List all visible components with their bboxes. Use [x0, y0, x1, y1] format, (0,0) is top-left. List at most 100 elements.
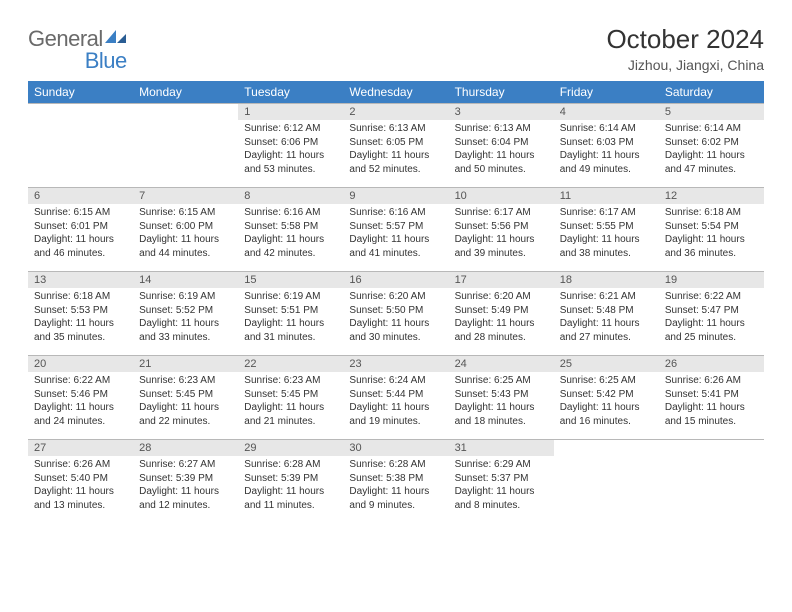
- sunset-line: Sunset: 5:47 PM: [665, 304, 758, 318]
- sunrise-line: Sunrise: 6:25 AM: [455, 374, 548, 388]
- day-header: Monday: [133, 81, 238, 104]
- calendar-day-cell: 8Sunrise: 6:16 AMSunset: 5:58 PMDaylight…: [238, 188, 343, 272]
- daylight-line: Daylight: 11 hours and 13 minutes.: [34, 485, 127, 512]
- calendar-week-row: 27Sunrise: 6:26 AMSunset: 5:40 PMDayligh…: [28, 440, 764, 524]
- day-number: 22: [238, 356, 343, 372]
- day-number: 16: [343, 272, 448, 288]
- daylight-line: Daylight: 11 hours and 18 minutes.: [455, 401, 548, 428]
- calendar-day-cell: 5Sunrise: 6:14 AMSunset: 6:02 PMDaylight…: [659, 104, 764, 188]
- sunset-line: Sunset: 5:50 PM: [349, 304, 442, 318]
- day-details: Sunrise: 6:23 AMSunset: 5:45 PMDaylight:…: [133, 372, 238, 432]
- calendar-empty-cell: [554, 440, 659, 524]
- sunrise-line: Sunrise: 6:16 AM: [349, 206, 442, 220]
- calendar-day-cell: 9Sunrise: 6:16 AMSunset: 5:57 PMDaylight…: [343, 188, 448, 272]
- day-details: Sunrise: 6:25 AMSunset: 5:43 PMDaylight:…: [449, 372, 554, 432]
- day-number: 6: [28, 188, 133, 204]
- day-details: Sunrise: 6:27 AMSunset: 5:39 PMDaylight:…: [133, 456, 238, 516]
- calendar-day-cell: 10Sunrise: 6:17 AMSunset: 5:56 PMDayligh…: [449, 188, 554, 272]
- day-number: 25: [554, 356, 659, 372]
- day-details: Sunrise: 6:17 AMSunset: 5:55 PMDaylight:…: [554, 204, 659, 264]
- logo: GeneralBlue: [28, 24, 127, 72]
- sunrise-line: Sunrise: 6:19 AM: [139, 290, 232, 304]
- day-header: Saturday: [659, 81, 764, 104]
- sunrise-line: Sunrise: 6:22 AM: [34, 374, 127, 388]
- calendar-day-cell: 25Sunrise: 6:25 AMSunset: 5:42 PMDayligh…: [554, 356, 659, 440]
- daylight-line: Daylight: 11 hours and 46 minutes.: [34, 233, 127, 260]
- calendar-day-cell: 31Sunrise: 6:29 AMSunset: 5:37 PMDayligh…: [449, 440, 554, 524]
- day-details: Sunrise: 6:25 AMSunset: 5:42 PMDaylight:…: [554, 372, 659, 432]
- daylight-line: Daylight: 11 hours and 21 minutes.: [244, 401, 337, 428]
- day-number: 18: [554, 272, 659, 288]
- sunrise-line: Sunrise: 6:23 AM: [244, 374, 337, 388]
- calendar-week-row: 20Sunrise: 6:22 AMSunset: 5:46 PMDayligh…: [28, 356, 764, 440]
- calendar-day-cell: 30Sunrise: 6:28 AMSunset: 5:38 PMDayligh…: [343, 440, 448, 524]
- daylight-line: Daylight: 11 hours and 27 minutes.: [560, 317, 653, 344]
- sunset-line: Sunset: 5:56 PM: [455, 220, 548, 234]
- sunrise-line: Sunrise: 6:15 AM: [34, 206, 127, 220]
- logo-text-blue: Blue: [85, 48, 127, 73]
- day-details: Sunrise: 6:16 AMSunset: 5:57 PMDaylight:…: [343, 204, 448, 264]
- calendar-day-cell: 28Sunrise: 6:27 AMSunset: 5:39 PMDayligh…: [133, 440, 238, 524]
- day-details: Sunrise: 6:18 AMSunset: 5:54 PMDaylight:…: [659, 204, 764, 264]
- daylight-line: Daylight: 11 hours and 24 minutes.: [34, 401, 127, 428]
- sunset-line: Sunset: 6:04 PM: [455, 136, 548, 150]
- day-details: Sunrise: 6:13 AMSunset: 6:04 PMDaylight:…: [449, 120, 554, 180]
- day-number: 11: [554, 188, 659, 204]
- calendar-empty-cell: [28, 104, 133, 188]
- sunset-line: Sunset: 5:51 PM: [244, 304, 337, 318]
- day-number: 15: [238, 272, 343, 288]
- daylight-line: Daylight: 11 hours and 53 minutes.: [244, 149, 337, 176]
- sunrise-line: Sunrise: 6:29 AM: [455, 458, 548, 472]
- sunset-line: Sunset: 5:48 PM: [560, 304, 653, 318]
- calendar-body: 1Sunrise: 6:12 AMSunset: 6:06 PMDaylight…: [28, 104, 764, 524]
- sunrise-line: Sunrise: 6:23 AM: [139, 374, 232, 388]
- daylight-line: Daylight: 11 hours and 33 minutes.: [139, 317, 232, 344]
- sunset-line: Sunset: 5:42 PM: [560, 388, 653, 402]
- calendar-day-cell: 19Sunrise: 6:22 AMSunset: 5:47 PMDayligh…: [659, 272, 764, 356]
- sunset-line: Sunset: 5:44 PM: [349, 388, 442, 402]
- calendar-day-cell: 1Sunrise: 6:12 AMSunset: 6:06 PMDaylight…: [238, 104, 343, 188]
- sunrise-line: Sunrise: 6:12 AM: [244, 122, 337, 136]
- daylight-line: Daylight: 11 hours and 41 minutes.: [349, 233, 442, 260]
- sunrise-line: Sunrise: 6:20 AM: [455, 290, 548, 304]
- calendar-day-cell: 13Sunrise: 6:18 AMSunset: 5:53 PMDayligh…: [28, 272, 133, 356]
- day-details: Sunrise: 6:13 AMSunset: 6:05 PMDaylight:…: [343, 120, 448, 180]
- day-number: 30: [343, 440, 448, 456]
- sunrise-line: Sunrise: 6:27 AM: [139, 458, 232, 472]
- day-number: 13: [28, 272, 133, 288]
- sunrise-line: Sunrise: 6:19 AM: [244, 290, 337, 304]
- day-number: 8: [238, 188, 343, 204]
- sunset-line: Sunset: 5:49 PM: [455, 304, 548, 318]
- calendar-day-cell: 23Sunrise: 6:24 AMSunset: 5:44 PMDayligh…: [343, 356, 448, 440]
- sunset-line: Sunset: 6:02 PM: [665, 136, 758, 150]
- daylight-line: Daylight: 11 hours and 15 minutes.: [665, 401, 758, 428]
- daylight-line: Daylight: 11 hours and 52 minutes.: [349, 149, 442, 176]
- sunset-line: Sunset: 5:39 PM: [244, 472, 337, 486]
- day-number: 7: [133, 188, 238, 204]
- day-details: Sunrise: 6:16 AMSunset: 5:58 PMDaylight:…: [238, 204, 343, 264]
- title-block: October 2024 Jizhou, Jiangxi, China: [606, 24, 764, 73]
- sunset-line: Sunset: 5:58 PM: [244, 220, 337, 234]
- calendar-day-cell: 6Sunrise: 6:15 AMSunset: 6:01 PMDaylight…: [28, 188, 133, 272]
- daylight-line: Daylight: 11 hours and 39 minutes.: [455, 233, 548, 260]
- day-details: Sunrise: 6:19 AMSunset: 5:52 PMDaylight:…: [133, 288, 238, 348]
- sunset-line: Sunset: 5:57 PM: [349, 220, 442, 234]
- day-header: Thursday: [449, 81, 554, 104]
- calendar-day-cell: 17Sunrise: 6:20 AMSunset: 5:49 PMDayligh…: [449, 272, 554, 356]
- calendar-day-cell: 27Sunrise: 6:26 AMSunset: 5:40 PMDayligh…: [28, 440, 133, 524]
- calendar-day-cell: 21Sunrise: 6:23 AMSunset: 5:45 PMDayligh…: [133, 356, 238, 440]
- month-title: October 2024: [606, 24, 764, 55]
- day-number: 20: [28, 356, 133, 372]
- calendar-week-row: 6Sunrise: 6:15 AMSunset: 6:01 PMDaylight…: [28, 188, 764, 272]
- calendar-day-cell: 22Sunrise: 6:23 AMSunset: 5:45 PMDayligh…: [238, 356, 343, 440]
- daylight-line: Daylight: 11 hours and 25 minutes.: [665, 317, 758, 344]
- sunrise-line: Sunrise: 6:28 AM: [244, 458, 337, 472]
- day-header-row: SundayMondayTuesdayWednesdayThursdayFrid…: [28, 81, 764, 104]
- day-details: Sunrise: 6:14 AMSunset: 6:02 PMDaylight:…: [659, 120, 764, 180]
- daylight-line: Daylight: 11 hours and 16 minutes.: [560, 401, 653, 428]
- day-number: 17: [449, 272, 554, 288]
- calendar-day-cell: 20Sunrise: 6:22 AMSunset: 5:46 PMDayligh…: [28, 356, 133, 440]
- day-header: Friday: [554, 81, 659, 104]
- day-number: 21: [133, 356, 238, 372]
- sunset-line: Sunset: 5:38 PM: [349, 472, 442, 486]
